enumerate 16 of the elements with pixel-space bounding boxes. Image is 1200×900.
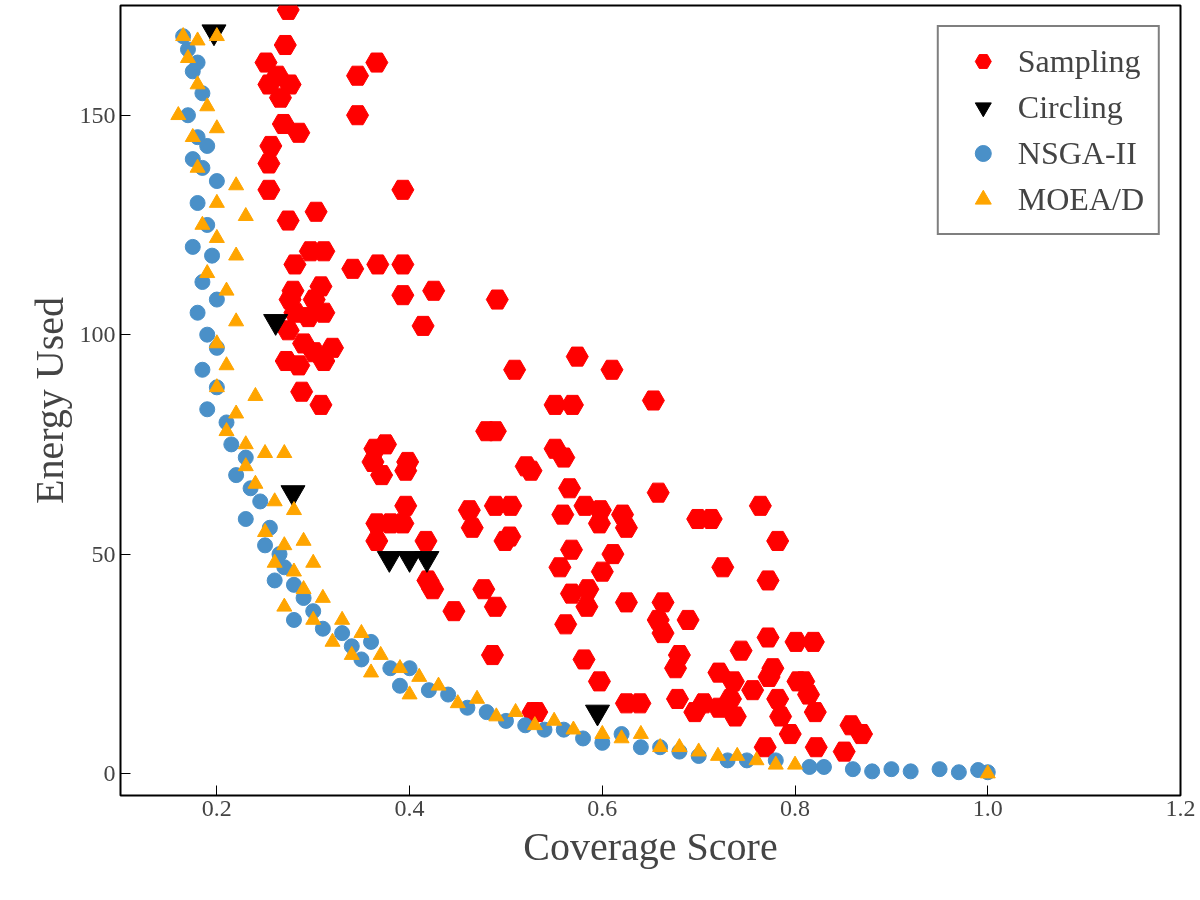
legend-label: MOEA/D bbox=[1017, 180, 1144, 218]
legend-label: Circling bbox=[1017, 88, 1123, 126]
y-axis-title: Energy Used bbox=[26, 297, 72, 504]
x-axis-title: Coverage Score bbox=[523, 823, 778, 869]
x-tick-label: 0.2 bbox=[201, 794, 232, 821]
legend-label: Sampling bbox=[1017, 42, 1141, 80]
y-tick-label: 100 bbox=[79, 321, 116, 348]
y-tick-label: 0 bbox=[103, 760, 116, 787]
legend-label: NSGA-II bbox=[1017, 134, 1137, 172]
x-tick-label: 1.0 bbox=[972, 794, 1003, 821]
x-tick-label: 1.2 bbox=[1165, 794, 1196, 821]
y-tick-label: 150 bbox=[79, 101, 116, 128]
y-tick-label: 50 bbox=[91, 540, 116, 567]
x-tick-label: 0.6 bbox=[587, 794, 618, 821]
x-tick-label: 0.8 bbox=[780, 794, 811, 821]
x-tick-label: 0.4 bbox=[394, 794, 425, 821]
